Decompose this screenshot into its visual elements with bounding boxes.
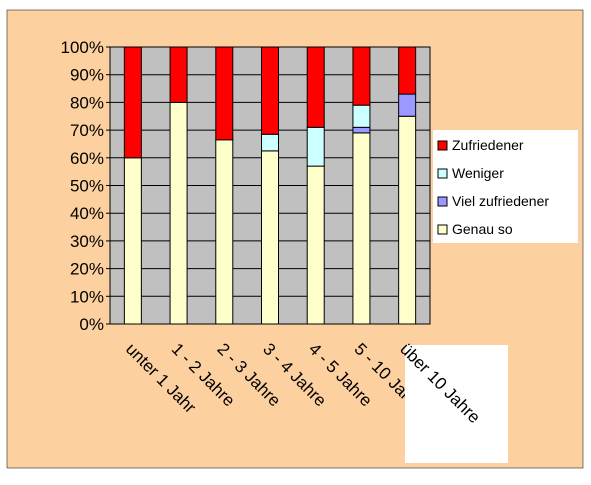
y-tick-label: 0%: [79, 315, 104, 334]
y-tick-label: 90%: [70, 66, 104, 85]
y-tick-label: 60%: [70, 149, 104, 168]
bar-segment: [352, 46, 371, 106]
y-tick-label: 70%: [70, 121, 104, 140]
bar-segment: [261, 133, 279, 152]
y-tick-label: 80%: [70, 93, 104, 112]
overlay-box: [405, 345, 508, 463]
bar-segment: [169, 46, 188, 103]
y-tick-label: 10%: [70, 287, 104, 306]
bar-segment: [306, 46, 325, 128]
y-tick-label: 30%: [70, 232, 104, 251]
bar-segment: [215, 46, 234, 141]
bar-segment: [398, 93, 417, 117]
bar-segment: [352, 126, 371, 134]
y-tick-label: 100%: [61, 38, 104, 57]
y-tick-label: 20%: [70, 260, 104, 279]
bar-segment: [261, 46, 279, 135]
y-axis-ticks: 0% 10% 20% 30% 40% 50% 60% 70% 80% 90% 100%: [61, 38, 110, 334]
bar-segment: [306, 165, 325, 325]
bars: [123, 46, 417, 325]
bar-segment: [398, 46, 417, 95]
bar-segment: [169, 101, 188, 325]
y-tick-label: 50%: [70, 177, 104, 196]
legend-label: Zufriedener: [452, 137, 524, 153]
legend: Zufriedener Weniger Viel zufriedener Genau …: [433, 130, 578, 243]
legend-box: [433, 130, 578, 243]
bar-segment: [398, 115, 417, 325]
legend-swatch: [437, 224, 448, 235]
legend-swatch: [437, 196, 448, 207]
legend-label: Viel zufriedener: [452, 193, 549, 209]
legend-label: Weniger: [452, 165, 504, 181]
bar-segment: [123, 157, 142, 325]
bar-segment: [306, 126, 325, 167]
bar-segment: [261, 150, 279, 325]
legend-swatch: [437, 168, 448, 179]
legend-swatch: [437, 140, 448, 151]
bar-segment: [215, 139, 234, 325]
legend-label: Genau so: [452, 221, 513, 237]
bar-segment: [352, 132, 371, 325]
bar-segment: [352, 104, 371, 128]
bar-segment: [123, 46, 142, 159]
y-tick-label: 40%: [70, 204, 104, 223]
